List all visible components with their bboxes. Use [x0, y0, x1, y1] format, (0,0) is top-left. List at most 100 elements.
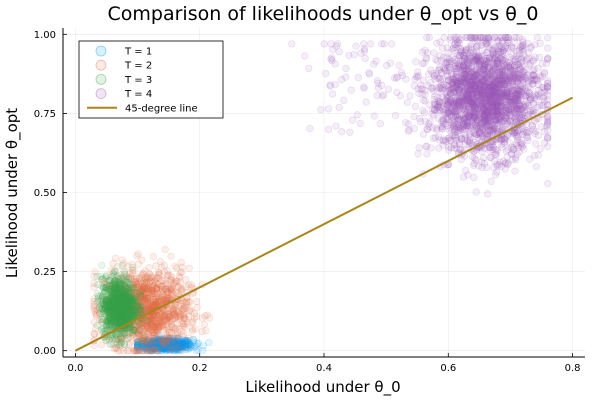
data-point — [184, 337, 192, 345]
data-point — [411, 102, 420, 110]
data-point — [150, 341, 158, 349]
data-point — [176, 339, 184, 347]
data-point — [416, 114, 424, 123]
data-point — [164, 267, 172, 275]
data-point — [160, 339, 168, 347]
data-point — [176, 343, 184, 351]
data-point — [465, 57, 473, 65]
data-point — [135, 339, 143, 347]
data-point — [176, 339, 184, 347]
data-point — [168, 345, 176, 353]
data-point — [376, 120, 384, 128]
data-point — [171, 347, 179, 355]
data-point — [104, 314, 112, 323]
data-point — [159, 342, 167, 351]
data-point — [157, 346, 165, 354]
data-point — [472, 124, 481, 132]
data-point — [156, 338, 165, 346]
data-point — [161, 341, 169, 349]
data-point — [161, 344, 169, 352]
data-point — [153, 342, 162, 350]
data-point — [342, 73, 350, 81]
data-point — [149, 339, 157, 347]
data-point — [171, 342, 179, 350]
data-point — [544, 180, 552, 188]
data-point — [167, 339, 175, 347]
data-point — [540, 139, 549, 147]
data-point — [140, 338, 149, 346]
data-point — [360, 83, 368, 91]
data-point — [153, 343, 161, 351]
data-point — [179, 343, 187, 352]
data-point — [147, 332, 155, 340]
data-point — [147, 347, 156, 355]
data-point — [142, 339, 150, 347]
data-point — [496, 74, 504, 82]
data-point — [155, 294, 163, 302]
data-point — [173, 340, 181, 349]
data-point — [322, 69, 330, 78]
data-point — [496, 81, 505, 89]
data-point — [503, 153, 511, 161]
data-point — [168, 341, 176, 349]
data-point — [168, 341, 176, 349]
data-point — [164, 342, 172, 350]
data-point — [422, 142, 430, 151]
data-point — [160, 342, 168, 350]
data-point — [138, 340, 146, 348]
data-point — [510, 55, 518, 63]
data-point — [181, 338, 190, 346]
data-point — [492, 150, 500, 159]
data-point — [367, 40, 375, 48]
data-point — [161, 338, 169, 347]
data-point — [178, 341, 186, 349]
data-point — [166, 338, 174, 347]
data-point — [138, 337, 146, 346]
data-point — [171, 342, 179, 350]
data-point — [141, 344, 150, 353]
data-point — [150, 341, 158, 349]
data-point — [174, 340, 182, 348]
data-point — [178, 340, 186, 349]
data-point — [500, 57, 508, 65]
data-point — [173, 337, 181, 345]
data-point — [168, 341, 176, 349]
data-point — [534, 131, 542, 139]
data-point — [156, 343, 164, 352]
data-point — [155, 344, 163, 352]
data-point — [136, 326, 144, 335]
data-point — [415, 144, 423, 152]
data-point — [152, 262, 160, 270]
data-point — [486, 153, 494, 162]
data-point — [151, 335, 159, 344]
data-point — [153, 339, 161, 347]
data-point — [136, 345, 144, 353]
data-point — [144, 342, 152, 350]
data-point — [327, 55, 335, 63]
data-point — [171, 346, 179, 354]
data-point — [102, 273, 110, 281]
data-point — [423, 33, 431, 42]
data-point — [180, 304, 188, 312]
data-point — [331, 80, 339, 89]
data-point — [155, 336, 163, 344]
data-point — [178, 337, 187, 345]
data-point — [156, 340, 164, 348]
data-point — [489, 108, 497, 116]
data-point — [487, 177, 495, 185]
data-point — [410, 82, 418, 90]
data-point — [172, 338, 180, 346]
data-point — [153, 342, 161, 351]
data-point — [164, 318, 172, 326]
data-point — [406, 92, 414, 100]
data-point — [171, 338, 179, 347]
data-point — [174, 347, 182, 355]
data-point — [163, 344, 171, 352]
data-point — [353, 111, 361, 119]
data-point — [414, 150, 422, 158]
data-point — [156, 347, 164, 355]
data-point — [134, 338, 142, 346]
data-point — [142, 343, 150, 352]
data-point — [155, 271, 163, 279]
data-point — [199, 342, 208, 350]
